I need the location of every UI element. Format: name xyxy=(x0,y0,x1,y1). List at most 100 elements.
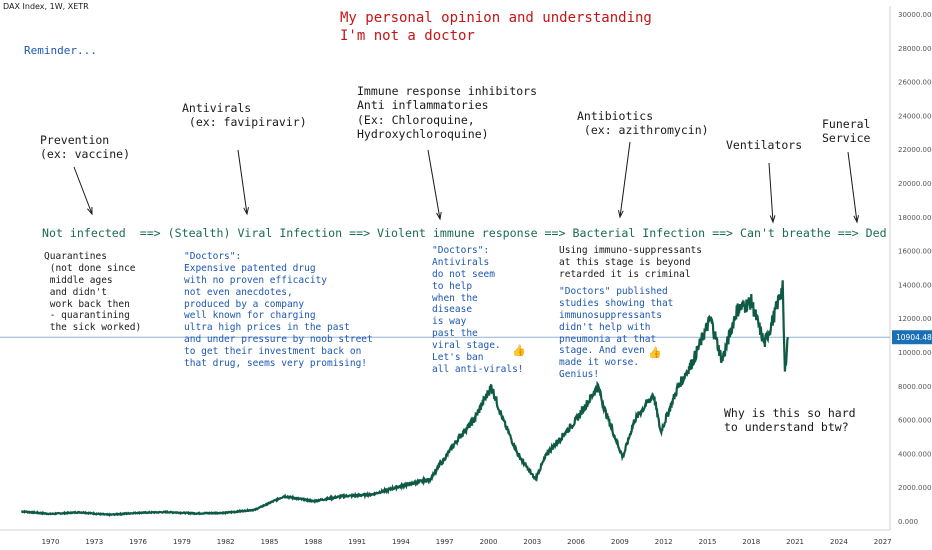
immunosuppressants-line-1: Using immuno-suppressants xyxy=(559,245,702,256)
doctors-studies-line-3: immunosuppressants xyxy=(559,309,662,321)
doctors-studies-note: "Doctors" published studies showing that i… xyxy=(559,286,673,381)
immunosuppressants-line-3: retarded it is criminal xyxy=(559,268,691,280)
inhibitors-line-3: (Ex: Chloroquine, xyxy=(357,112,475,127)
question-line-1: Why is this so hard xyxy=(724,406,856,420)
doctors-ban-line-9: viral stage. xyxy=(432,340,501,351)
quarantines-line-7: the sick worked) xyxy=(44,322,142,334)
y-tick-label: 2000.000 xyxy=(898,484,931,492)
doctors-drug-line-1: "Doctors": xyxy=(184,251,242,262)
symbol-label[interactable]: DAX Index, 1W, XETR xyxy=(3,2,89,11)
x-tick-label: 2000 xyxy=(480,538,498,546)
x-tick-label: 2027 xyxy=(874,538,892,546)
x-axis: 1970 1973 1976 1979 1982 1985 1988 1991 1994 1997… xyxy=(0,529,892,546)
x-tick-label: 2015 xyxy=(699,538,717,546)
y-tick-label: 16000.000 xyxy=(898,248,932,256)
x-tick-label: 2006 xyxy=(567,538,585,546)
reminder-note: Reminder... xyxy=(24,44,97,57)
annotation-arrow-head xyxy=(87,206,93,216)
x-tick-label: 2012 xyxy=(655,538,673,546)
x-tick-label: 2024 xyxy=(830,538,848,546)
y-tick-label: 30000.000 xyxy=(898,11,932,19)
doctors-ban-line-11: all anti-virals! xyxy=(432,363,524,375)
header-line-1: My personal opinion and understanding xyxy=(340,10,652,26)
annotation-arrow-head xyxy=(243,207,249,216)
doctors-drug-line-4: not even anecdotes, xyxy=(184,286,293,298)
prevention-line-2: (ex: vaccine) xyxy=(40,147,131,162)
question-line-2: to understand btw? xyxy=(724,420,849,435)
doctors-drug-line-7: ultra high prices in the past xyxy=(184,322,350,334)
y-axis: 30000.000 28000.000 26000.000 24000.000 2200… xyxy=(889,6,932,530)
annotation-arrow-head xyxy=(853,215,859,224)
y-tick-label: 28000.000 xyxy=(898,45,932,53)
inhibitors-line-1: Immune response inhibitors xyxy=(357,84,538,98)
y-tick-label: 24000.000 xyxy=(898,112,932,120)
doctors-studies-line-7: made it worse. xyxy=(559,357,640,369)
dax-series-line xyxy=(21,280,789,517)
question-note: Why is this so hard to understand btw? xyxy=(724,406,856,435)
y-tick-label: 26000.000 xyxy=(898,79,932,87)
doctors-ban-line-10: Let's ban xyxy=(432,351,484,363)
quarantines-line-2: (not done since xyxy=(44,262,136,274)
x-tick-label: 1973 xyxy=(85,538,103,546)
annotation-arrow-line xyxy=(768,162,774,223)
annotation-arrow-head xyxy=(618,210,624,219)
prevention-note: Prevention (ex: vaccine) xyxy=(40,133,130,162)
doctors-drug-line-8: and under pressure by noob street xyxy=(184,334,373,346)
y-tick-label: 6000.000 xyxy=(898,417,931,425)
x-tick-label: 1970 xyxy=(42,538,60,546)
antivirals-line-2: (ex: favipiravir) xyxy=(182,115,307,130)
funeral-line-2: Service xyxy=(822,131,871,146)
quarantines-line-4: and didn't xyxy=(44,286,107,298)
quarantines-line-6: - quarantining xyxy=(44,310,130,322)
x-tick-label: 2009 xyxy=(611,538,629,546)
inhibitors-line-2: Anti inflammatories xyxy=(357,98,489,113)
doctors-ban-line-2: Antivirals xyxy=(432,256,490,268)
antibiotics-line-1: Antibiotics xyxy=(577,109,654,123)
x-tick-label: 1976 xyxy=(129,538,147,546)
doctors-ban-line-3: do not seem xyxy=(432,268,495,280)
annotation-arrow-line xyxy=(73,166,93,215)
y-tick-label: 4000.000 xyxy=(898,450,931,458)
doctors-ban-line-4: to help xyxy=(432,280,473,292)
doctors-drug-line-5: produced by a company xyxy=(184,298,305,310)
header-note: My personal opinion and understanding I'm… xyxy=(340,10,652,45)
doctors-drug-line-3: with no proven efficacity xyxy=(184,274,327,286)
x-tick-label: 1985 xyxy=(261,538,279,546)
annotation-arrow-line xyxy=(619,141,631,218)
quarantines-line-1: Quarantines xyxy=(44,251,107,262)
y-tick-label: 22000.000 xyxy=(898,146,932,154)
antivirals-line-1: Antivirals xyxy=(182,101,252,115)
x-tick-label: 2018 xyxy=(742,538,760,546)
funeral-line-1: Funeral xyxy=(822,117,871,131)
annotation-arrow-head xyxy=(436,212,442,221)
y-tick-label: 20000.000 xyxy=(898,180,932,188)
doctors-ban-line-1: "Doctors": xyxy=(432,245,490,256)
doctors-drug-line-9: to get their investment back on xyxy=(184,346,362,357)
y-tick-label: 18000.000 xyxy=(898,214,932,222)
x-tick-label: 2021 xyxy=(786,538,804,546)
x-tick-label: 1994 xyxy=(392,538,410,546)
annotation-arrow-line xyxy=(847,151,858,223)
annotation-arrow-head xyxy=(769,215,776,224)
doctors-ban-line-6: disease xyxy=(432,304,473,316)
doctors-drug-note: "Doctors": Expensive patented drug with no… xyxy=(184,251,373,370)
y-tick-label: 0.000 xyxy=(898,518,918,526)
doctors-studies-line-5: pneumonia at that xyxy=(559,333,657,345)
x-tick-label: 1979 xyxy=(173,538,191,546)
inhibitors-note: Immune response inhibitors Anti inflammat… xyxy=(357,84,537,142)
antibiotics-line-2: (ex: azithromycin) xyxy=(577,123,709,138)
quarantines-line-3: middle ages xyxy=(44,274,113,286)
prevention-line-1: Prevention xyxy=(40,133,110,147)
doctors-ban-note: "Doctors": Antivirals do not seem to help wh… xyxy=(432,245,524,376)
doctors-studies-line-4: didn't help with xyxy=(559,321,651,333)
disease-stages-row: Not infected ==> (Stealth) Viral Infecti… xyxy=(42,226,887,240)
quarantines-line-5: work back then xyxy=(44,298,130,310)
doctors-studies-line-2: studies showing that xyxy=(559,297,674,309)
doctors-ban-line-7: is way xyxy=(432,316,467,328)
thumbs-up-icon: 👍 xyxy=(648,346,662,359)
funeral-note: Funeral Service xyxy=(822,117,870,146)
annotation-arrows xyxy=(73,141,859,224)
x-tick-label: 1997 xyxy=(436,538,454,546)
